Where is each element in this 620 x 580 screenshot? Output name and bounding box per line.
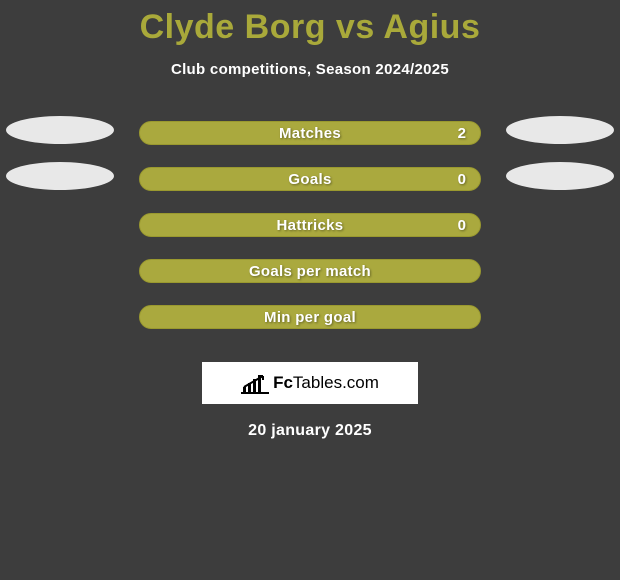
page-title: Clyde Borg vs Agius — [0, 0, 620, 47]
stat-row-goals: Goals 0 — [0, 156, 620, 202]
stat-row-matches: Matches 2 — [0, 110, 620, 156]
stat-bar: Matches 2 — [139, 121, 481, 145]
brand-strong: Fc — [273, 373, 293, 392]
stats-rows: Matches 2 Goals 0 Hattricks 0 Goals per … — [0, 110, 620, 340]
stat-value: 0 — [458, 171, 466, 188]
brand-logo[interactable]: FcTables.com — [202, 362, 418, 404]
brand-rest: Tables — [293, 373, 342, 392]
right-ellipse — [506, 116, 614, 144]
left-ellipse — [6, 116, 114, 144]
stat-bar: Min per goal — [139, 305, 481, 329]
stat-value: 0 — [458, 217, 466, 234]
stat-row-hattricks: Hattricks 0 — [0, 202, 620, 248]
stat-row-min-per-goal: Min per goal — [0, 294, 620, 340]
stat-value: 2 — [458, 125, 466, 142]
stat-row-goals-per-match: Goals per match — [0, 248, 620, 294]
brand-text: FcTables.com — [273, 373, 379, 393]
date-text: 20 january 2025 — [0, 422, 620, 440]
stat-bar: Goals per match — [139, 259, 481, 283]
right-ellipse — [506, 162, 614, 190]
subtitle: Club competitions, Season 2024/2025 — [0, 61, 620, 78]
brand-suffix: .com — [342, 373, 379, 392]
stat-bar: Goals 0 — [139, 167, 481, 191]
stat-label: Hattricks — [277, 217, 344, 234]
left-ellipse — [6, 162, 114, 190]
brand-logo-inner: FcTables.com — [241, 372, 379, 394]
stat-label: Min per goal — [264, 309, 356, 326]
stat-bar: Hattricks 0 — [139, 213, 481, 237]
chart-icon — [241, 372, 269, 394]
stat-label: Goals — [288, 171, 331, 188]
stat-label: Matches — [279, 125, 341, 142]
stat-label: Goals per match — [249, 263, 371, 280]
